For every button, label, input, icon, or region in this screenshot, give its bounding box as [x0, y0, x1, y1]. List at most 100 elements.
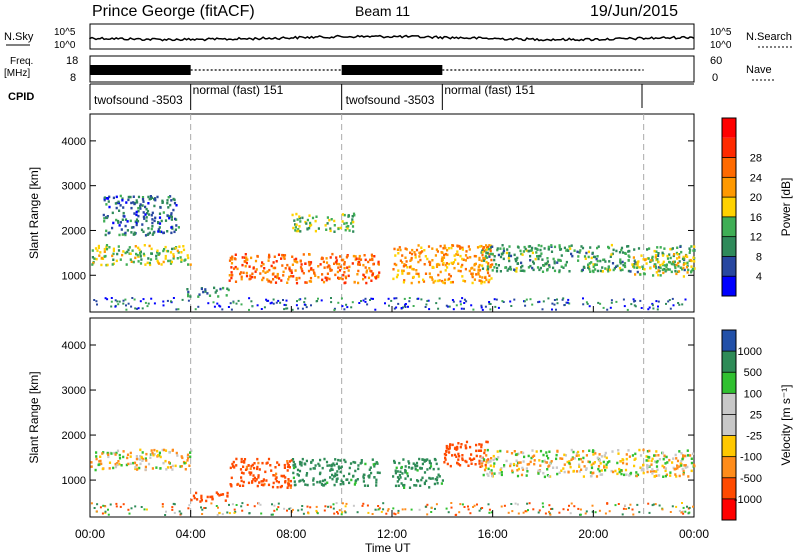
echo-cell [410, 252, 414, 256]
echo-cell [468, 269, 471, 273]
echo-cell [665, 263, 668, 266]
echo-cell [523, 455, 526, 459]
nsky-trace [89, 34, 695, 42]
echo-cell [372, 463, 375, 466]
echo-cell [300, 508, 303, 511]
echo-cell [578, 465, 581, 468]
echo-cell [428, 263, 432, 267]
echo-cell [617, 449, 620, 452]
date-label: 19/Jun/2015 [590, 3, 678, 20]
echo-cell [289, 507, 292, 509]
echo-cell [555, 457, 558, 461]
echo-cell [683, 454, 686, 458]
echo-cell [344, 275, 347, 278]
echo-cell [489, 265, 493, 268]
echo-cell [296, 261, 299, 264]
echo-cell [470, 458, 473, 462]
echo-cell [105, 229, 108, 233]
echo-cell [690, 245, 693, 248]
echo-cell [601, 266, 604, 269]
echo-cell [568, 460, 571, 463]
echo-cell [513, 450, 516, 453]
echo-cell [394, 484, 398, 488]
echo-cell [688, 247, 691, 250]
echo-cell [656, 246, 659, 249]
echo-cell [263, 306, 266, 309]
echo-cell [114, 463, 117, 466]
echo-cell [677, 261, 680, 265]
echo-cell [420, 478, 423, 482]
echo-cell [457, 452, 460, 456]
echo-cell [342, 481, 345, 484]
echo-cell [320, 299, 323, 302]
echo-cell [407, 305, 409, 308]
echo-cell [456, 253, 460, 256]
echo-cell [474, 463, 477, 466]
echo-cell [107, 200, 110, 203]
y-tick-label: 3000 [62, 385, 86, 397]
echo-band [631, 253, 696, 278]
echo-cell [669, 247, 672, 251]
echo-cell [132, 201, 135, 204]
echo-cell [269, 464, 272, 467]
echo-cell [522, 269, 525, 272]
echo-cell [232, 301, 235, 304]
echo-cell [563, 304, 566, 307]
echo-cell [239, 272, 242, 276]
echo-band [229, 457, 293, 489]
echo-cell [370, 471, 373, 475]
echo-cell [620, 469, 623, 472]
echo-cell [169, 466, 172, 469]
echo-cell [271, 273, 274, 276]
echo-cell [405, 260, 408, 263]
echo-cell [682, 471, 685, 475]
echo-cell [257, 474, 260, 477]
echo-cell [585, 467, 588, 470]
echo-cell [270, 513, 273, 516]
echo-cell [90, 461, 93, 464]
echo-cell [686, 261, 689, 265]
echo-cell [651, 469, 654, 473]
echo-cell [284, 476, 287, 479]
echo-cell [177, 308, 180, 311]
echo-cell [448, 447, 451, 450]
echo-cell [449, 464, 452, 468]
echo-cell [489, 460, 492, 463]
echo-cell [510, 503, 513, 505]
echo-cell [403, 297, 406, 300]
echo-cell [487, 461, 490, 464]
echo-cell [195, 491, 198, 495]
echo-cell [686, 454, 690, 457]
echo-cell [654, 263, 657, 266]
echo-cell [669, 474, 672, 477]
echo-cell [605, 463, 608, 466]
echo-cell [442, 281, 445, 284]
echo-cell [497, 456, 500, 459]
echo-cell [341, 502, 344, 505]
echo-band [186, 286, 230, 298]
echo-cell [406, 272, 409, 275]
echo-cell [517, 461, 521, 464]
echo-cell [408, 462, 411, 465]
echo-cell [485, 260, 488, 264]
echo-cell [135, 252, 138, 256]
colorbar-tick-label: 500 [744, 367, 762, 379]
echo-cell [493, 258, 496, 262]
echo-cell [310, 461, 313, 464]
echo-cell [333, 219, 336, 223]
echo-cell [480, 306, 483, 309]
echo-cell [167, 196, 170, 199]
echo-cell [546, 268, 549, 272]
echo-cell [140, 228, 144, 232]
echo-cell [487, 280, 490, 284]
echo-cell [507, 511, 510, 514]
echo-cell [95, 451, 98, 454]
echo-cell [516, 464, 519, 467]
echo-cell [553, 260, 556, 263]
echo-cell [362, 475, 365, 478]
echo-cell [226, 491, 229, 495]
echo-cell [493, 298, 496, 301]
echo-cell [671, 247, 674, 250]
echo-cell [340, 465, 343, 468]
echo-cell [562, 467, 565, 470]
